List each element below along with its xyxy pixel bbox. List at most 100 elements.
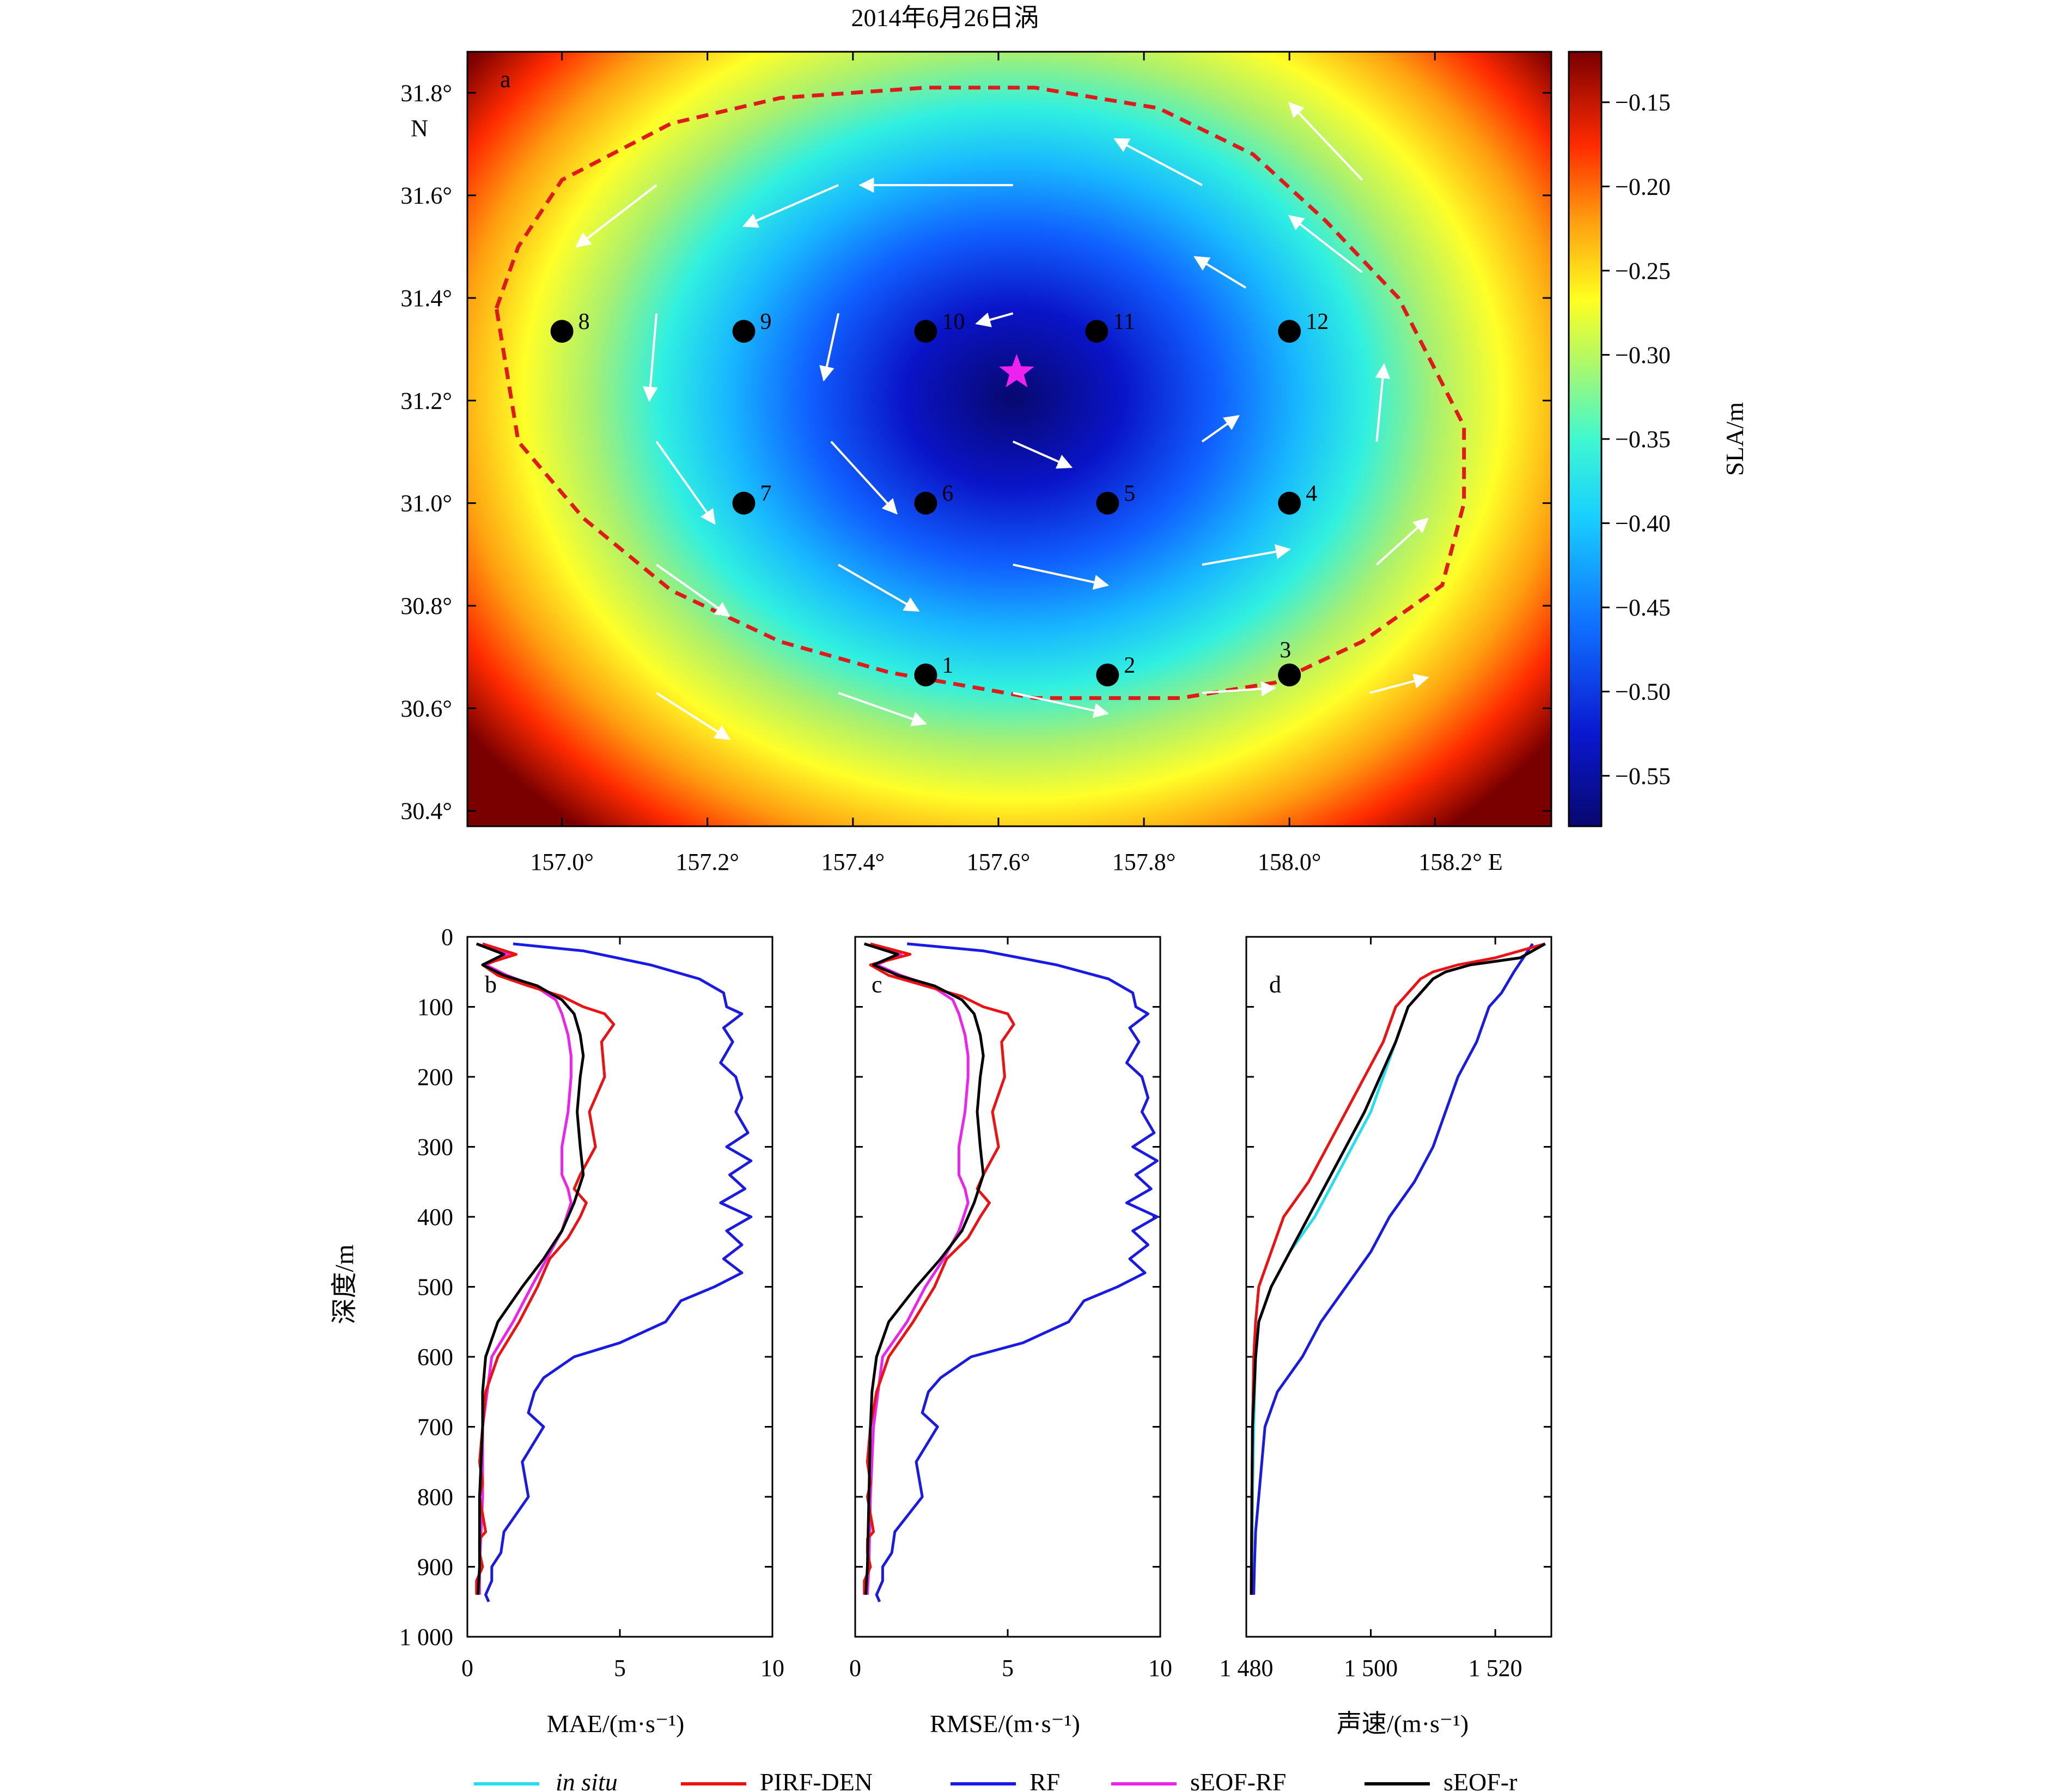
legend-label-seof-r: sEOF-r bbox=[1443, 1768, 1517, 1792]
lat-tick-label: 30.6° bbox=[400, 695, 452, 722]
station-5-label: 5 bbox=[1124, 481, 1135, 507]
station-10-marker bbox=[914, 320, 937, 343]
current-vector-25 bbox=[656, 692, 731, 740]
panel-c-series-seof-r bbox=[864, 942, 985, 1595]
panel-c-xtick-label: 5 bbox=[1002, 1655, 1014, 1681]
colorbar-tick-label: −0.55 bbox=[1615, 763, 1671, 789]
depth-tick-label: 500 bbox=[417, 1274, 453, 1301]
panel-d-xtick-label: 1 480 bbox=[1220, 1655, 1274, 1681]
colorbar-tick-label: −0.35 bbox=[1615, 426, 1671, 453]
depth-axis: 0 100 200 300 400 500 600 700 800 900 1 000 bbox=[399, 924, 453, 1650]
legend-label-insitu: in situ bbox=[556, 1768, 618, 1792]
depth-tick-label: 900 bbox=[417, 1554, 453, 1581]
depth-tick-label: 700 bbox=[417, 1414, 453, 1441]
colorbar-tick-label: −0.15 bbox=[1615, 89, 1671, 116]
panel-d-series-pirf-den bbox=[1250, 942, 1546, 1595]
current-vector-1 bbox=[575, 184, 657, 248]
current-vector-21 bbox=[1369, 673, 1429, 694]
panel-b-mae: 0 5 10 bbox=[461, 936, 784, 1681]
colorbar-tick-label: −0.30 bbox=[1615, 342, 1671, 368]
legend-item-seof-r: sEOF-r bbox=[1364, 1768, 1517, 1792]
colorbar-tick-label: −0.25 bbox=[1615, 258, 1671, 284]
map-frame bbox=[466, 51, 1552, 827]
legend-item-seof-rf: sEOF-RF bbox=[1111, 1768, 1286, 1792]
current-vector-23 bbox=[1013, 692, 1110, 718]
current-vector-4 bbox=[1113, 138, 1203, 186]
current-vector-14 bbox=[830, 441, 898, 515]
station-1-label: 1 bbox=[942, 653, 953, 678]
colorbar-tick-label: −0.45 bbox=[1615, 594, 1671, 621]
current-vector-10 bbox=[819, 313, 840, 382]
station-6-label: 6 bbox=[942, 481, 953, 507]
current-vector-15 bbox=[655, 441, 716, 525]
panel-c-xtick-label: 0 bbox=[849, 1655, 861, 1681]
depth-tick-label: 600 bbox=[417, 1344, 453, 1370]
current-vector-8 bbox=[975, 312, 1014, 327]
colorbar-gradient bbox=[1568, 51, 1603, 827]
station-11-label: 11 bbox=[1113, 309, 1135, 334]
lon-tick-label: 157.0° bbox=[530, 849, 594, 875]
panel-c-series-rf bbox=[875, 942, 1159, 1602]
lon-tick-label: 157.2° bbox=[675, 849, 739, 875]
current-vector-2 bbox=[742, 184, 839, 228]
lon-tick-label: 157.8° bbox=[1112, 849, 1176, 875]
current-vector-9 bbox=[643, 313, 658, 403]
lat-tick-label: 30.4° bbox=[400, 798, 452, 825]
panel-b-xtick-label: 10 bbox=[760, 1655, 784, 1681]
station-3-marker bbox=[1278, 663, 1301, 687]
current-vector-13 bbox=[1012, 440, 1073, 469]
station-2-marker bbox=[1096, 663, 1119, 687]
panel-c-xlabel: RMSE/(m·s⁻¹) bbox=[930, 1710, 1080, 1738]
depth-axis-label: 深度/m bbox=[330, 1245, 359, 1325]
eddy-center-star bbox=[999, 353, 1034, 388]
eddy-boundary-contour bbox=[494, 86, 1466, 700]
colorbar-ticks: −0.15 −0.20 −0.25 −0.30 −0.35 −0.40 −0.45 −0.50… bbox=[1601, 89, 1671, 789]
panel-d-sound-speed: 1 480 1 500 1 520 bbox=[1220, 936, 1552, 1681]
legend-label-pirf-den: PIRF-DEN bbox=[760, 1768, 873, 1792]
current-vector-24 bbox=[838, 692, 928, 727]
panel-c-xtick-label: 10 bbox=[1148, 1655, 1172, 1681]
panel-b-xlabel: MAE/(m·s⁻¹) bbox=[547, 1710, 685, 1738]
colorbar-tick-label: −0.40 bbox=[1615, 510, 1671, 537]
panel-b-xtick-label: 5 bbox=[614, 1655, 626, 1681]
lon-tick-label: 158.0° bbox=[1258, 849, 1321, 875]
lat-tick-label: 31.6° bbox=[400, 182, 452, 209]
depth-tick-label: 0 bbox=[441, 924, 453, 950]
figure-title: 2014年6月26日涡 bbox=[851, 4, 1039, 32]
latitude-unit: N bbox=[411, 115, 428, 142]
panel-d-series-seof-r bbox=[1250, 942, 1546, 1595]
station-9-label: 9 bbox=[760, 309, 772, 334]
longitude-axis: 157.0° 157.2° 157.4° 157.6° 157.8° 158.0° 158.… bbox=[530, 52, 1503, 875]
station-8-marker bbox=[550, 320, 574, 343]
depth-tick-label: 100 bbox=[417, 994, 453, 1021]
panel-b-series-pirf-den bbox=[475, 942, 616, 1595]
legend-item-rf: RF bbox=[951, 1768, 1060, 1792]
panel-label-b: b bbox=[485, 971, 497, 998]
panel-c-series-pirf-den bbox=[863, 942, 1015, 1595]
sla-field bbox=[467, 52, 1551, 826]
panel-d-xtick-label: 1 520 bbox=[1469, 1655, 1522, 1681]
current-vector-7 bbox=[1193, 255, 1247, 289]
current-vector-12 bbox=[1201, 415, 1240, 443]
panel-label-d: d bbox=[1269, 971, 1281, 998]
station-4-label: 4 bbox=[1306, 481, 1317, 507]
lon-tick-label: 157.4° bbox=[821, 849, 885, 875]
station-11-marker bbox=[1085, 320, 1108, 343]
panel-b-series-rf bbox=[484, 942, 753, 1602]
station-8-label: 8 bbox=[578, 309, 590, 334]
depth-tick-label: 800 bbox=[417, 1484, 453, 1510]
depth-tick-label: 400 bbox=[417, 1204, 453, 1230]
panel-d-xtick-label: 1 500 bbox=[1344, 1655, 1398, 1681]
colorbar-tick-label: −0.50 bbox=[1615, 679, 1671, 705]
panel-label-c: c bbox=[872, 971, 882, 998]
current-vector-11 bbox=[1375, 363, 1391, 442]
current-vector-5 bbox=[1288, 102, 1363, 181]
legend-label-rf: RF bbox=[1030, 1768, 1060, 1792]
station-7-label: 7 bbox=[760, 481, 772, 507]
lat-tick-label: 31.2° bbox=[400, 387, 452, 414]
latitude-axis: 31.8° 31.6° 31.4° 31.2° 31.0° 30.8° 30.6° 30.4° bbox=[400, 80, 1551, 825]
station-10-label: 10 bbox=[942, 309, 965, 334]
depth-tick-label: 1 000 bbox=[399, 1624, 453, 1650]
lat-tick-label: 31.8° bbox=[400, 80, 452, 106]
